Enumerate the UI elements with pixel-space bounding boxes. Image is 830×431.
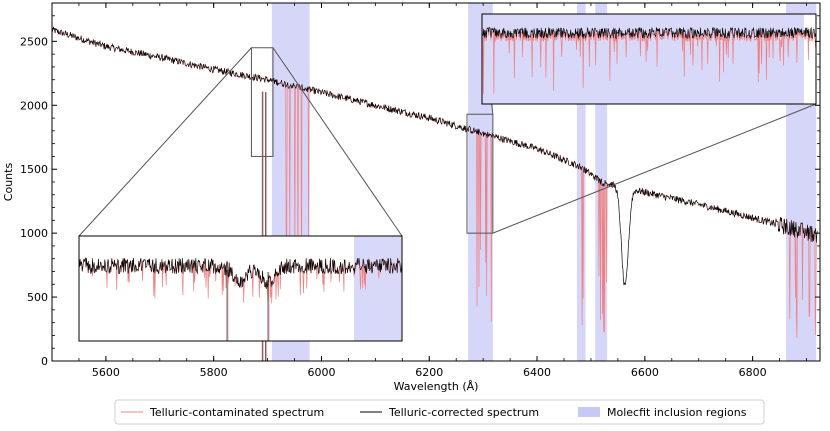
y-axis-label: Counts	[2, 163, 15, 202]
sodium-region-zoom-marker	[250, 47, 274, 157]
legend-frame	[114, 399, 765, 425]
sodium-inset	[78, 235, 403, 342]
y-tick-label: 2500	[20, 35, 48, 48]
x-axis-ticks: 5600 5800 6000 6200 6400 6600 6800	[51, 3, 807, 379]
x-tick-label: 6200	[415, 366, 443, 379]
y-tick-label: 2000	[20, 99, 48, 112]
telluric-band-zoom-marker	[466, 113, 494, 234]
sodium-inset-frame	[78, 235, 403, 342]
legend-swatch-inclusion	[578, 407, 600, 417]
x-axis-label: Wavelength (Å)	[394, 380, 479, 393]
x-tick-label: 5800	[200, 366, 228, 379]
sodium-inset-corrected-line	[79, 257, 402, 341]
y-tick-label: 500	[27, 291, 48, 304]
y-tick-label: 1000	[20, 227, 48, 240]
legend-label-corrected: Telluric-corrected spectrum	[388, 406, 539, 419]
inclusion-band-3	[576, 3, 586, 361]
x-tick-label: 6400	[523, 366, 551, 379]
y-axis-ticks: 0 500 1000 1500 2000 2500	[20, 15, 820, 368]
legend-label-contaminated: Telluric-contaminated spectrum	[149, 406, 324, 419]
legend-label-inclusion: Molecfit inclusion regions	[607, 406, 747, 419]
sodium-inset-band	[354, 236, 402, 341]
x-tick-label: 5600	[92, 366, 120, 379]
telluric-inset-corrected-line	[482, 26, 816, 40]
x-tick-label: 6000	[307, 366, 335, 379]
x-tick-label: 6800	[739, 366, 767, 379]
sodium-connector-right	[272, 47, 403, 237]
sodium-inset-background	[79, 236, 402, 341]
telluric-inset-band	[482, 14, 804, 104]
legend: Telluric-contaminated spectrum Telluric-…	[114, 399, 765, 425]
x-tick-label: 6600	[631, 366, 659, 379]
y-tick-label: 0	[41, 355, 48, 368]
telluric-connector-bottom	[492, 103, 817, 234]
y-tick-label: 1500	[20, 163, 48, 176]
sodium-connector-left	[78, 47, 252, 237]
telluric-inset	[481, 13, 817, 105]
telluric-inset-frame	[481, 13, 817, 105]
